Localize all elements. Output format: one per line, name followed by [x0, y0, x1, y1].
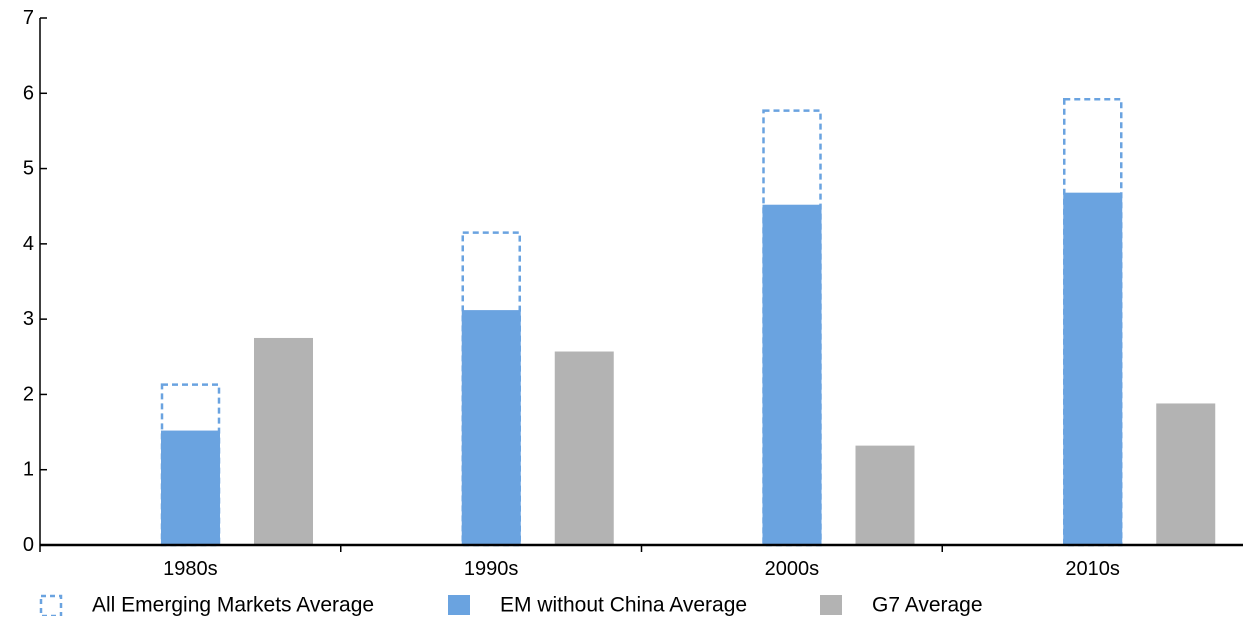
y-tick-label: 2 [23, 383, 34, 405]
bar-g7-average [254, 337, 313, 545]
bar-em-without-china-average [161, 430, 220, 545]
legend-item: EM without China Average [448, 594, 747, 617]
y-tick-label: 5 [23, 158, 34, 180]
legend-label: EM without China Average [500, 594, 747, 617]
x-tick-label: 2000s [765, 558, 820, 580]
y-tick-label: 6 [23, 82, 34, 104]
legend-swatch-dashed [39, 594, 63, 618]
legend-item: All Emerging Markets Average [39, 594, 374, 618]
y-axis: 0 1 2 3 4 5 6 7 [23, 7, 47, 556]
bars [160, 98, 1216, 547]
legend-swatch [448, 595, 470, 615]
x-axis: 1980s 1990s 2000s 2010s [40, 543, 1243, 580]
y-tick-label: 3 [23, 308, 34, 330]
bar-em-without-china-average [461, 310, 521, 545]
legend-label: G7 Average [872, 594, 983, 617]
bar-g7-average [855, 445, 915, 545]
y-tick-label: 1 [23, 459, 34, 481]
legend-item: G7 Average [820, 594, 983, 617]
legend: All Emerging Markets Average EM without C… [39, 594, 983, 618]
legend-label: All Emerging Markets Average [92, 594, 374, 617]
x-tick-label: 1990s [464, 558, 519, 580]
x-tick-label: 1980s [163, 558, 218, 580]
y-tick-label: 4 [23, 233, 34, 255]
bar-g7-average [1156, 403, 1216, 545]
y-tick-label: 0 [23, 534, 34, 556]
y-tick-label: 7 [23, 7, 34, 29]
legend-swatch [820, 595, 842, 615]
bar-em-without-china-average [1063, 192, 1123, 546]
bar-g7-average [554, 351, 614, 545]
x-tick-label: 2010s [1065, 558, 1120, 580]
bar-em-without-china-average [762, 204, 822, 546]
